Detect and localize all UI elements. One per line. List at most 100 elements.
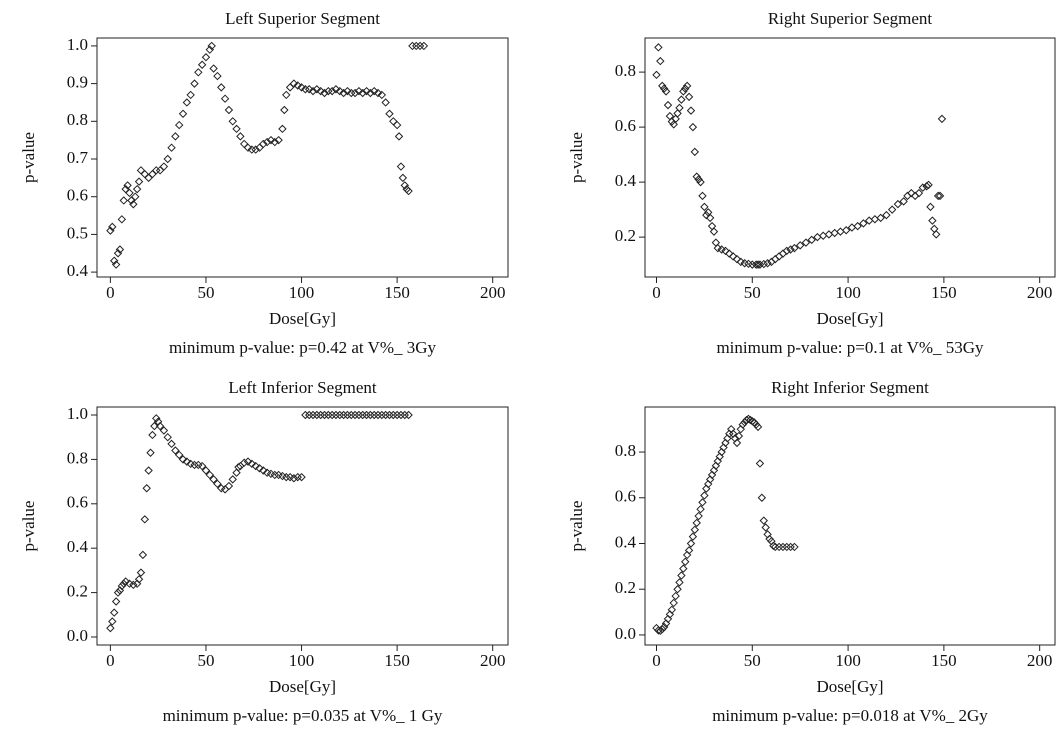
point — [658, 81, 667, 91]
point — [335, 86, 344, 96]
point — [129, 200, 138, 209]
caption: minimum p-value: p=0.035 at V%_ 1 Gy — [163, 706, 443, 725]
point — [289, 79, 299, 88]
point — [163, 432, 172, 442]
point — [163, 154, 172, 164]
point — [702, 210, 711, 220]
chart-title: Left Inferior Segment — [228, 378, 376, 397]
point — [652, 70, 661, 80]
point — [412, 41, 421, 51]
point — [205, 470, 214, 480]
x-tick-label: 0 — [652, 283, 661, 302]
point — [786, 245, 795, 254]
point — [728, 252, 738, 261]
point — [144, 466, 153, 475]
point — [373, 88, 383, 98]
point — [178, 455, 188, 464]
point — [119, 196, 128, 205]
point — [190, 79, 199, 88]
y-axis-label: p-value — [19, 132, 38, 183]
point — [320, 410, 329, 420]
point — [152, 166, 161, 175]
y-tick-label: 0.8 — [615, 441, 636, 460]
point — [327, 86, 337, 96]
y-tick-label: 0.2 — [615, 226, 636, 245]
point — [167, 143, 176, 152]
y-tick-label: 0.8 — [615, 61, 636, 80]
point — [312, 410, 322, 420]
point — [146, 448, 155, 457]
point — [686, 106, 696, 115]
point — [400, 181, 409, 190]
point — [129, 580, 138, 590]
point — [136, 166, 146, 175]
point — [922, 182, 931, 191]
point — [282, 472, 291, 482]
point — [937, 114, 947, 124]
chart-title: Left Superior Segment — [225, 9, 380, 28]
point — [119, 579, 128, 588]
point — [350, 410, 360, 420]
point — [774, 542, 784, 552]
point — [763, 259, 772, 268]
point — [786, 542, 795, 552]
point — [239, 139, 249, 149]
point — [669, 120, 678, 129]
point — [331, 410, 341, 420]
point — [698, 498, 707, 507]
y-tick-label: 0.4 — [67, 261, 89, 280]
point — [289, 474, 299, 483]
point — [669, 598, 678, 608]
point — [247, 459, 257, 469]
point — [182, 457, 192, 466]
x-tick-label: 0 — [652, 651, 661, 670]
caption: minimum p-value: p=0.018 at V%_ 2Gy — [712, 706, 988, 725]
y-tick-label: 0.2 — [67, 582, 88, 601]
x-tick-label: 0 — [106, 651, 115, 670]
point — [232, 468, 241, 477]
point — [696, 177, 705, 187]
y-tick-label: 1.0 — [67, 35, 88, 54]
x-tick-label: 50 — [197, 283, 214, 302]
point — [220, 94, 230, 103]
point — [381, 98, 390, 107]
point — [234, 462, 243, 472]
y-tick-label: 0.8 — [67, 110, 88, 129]
point — [717, 245, 726, 254]
point — [381, 410, 390, 420]
x-tick-label: 150 — [931, 283, 957, 302]
point — [132, 184, 142, 194]
point — [236, 132, 245, 141]
point — [385, 410, 394, 420]
point — [893, 199, 903, 209]
point — [243, 143, 253, 152]
y-tick-label: 0.7 — [67, 148, 89, 167]
point — [148, 430, 157, 440]
x-tick-label: 100 — [835, 651, 861, 670]
point — [213, 479, 222, 489]
point — [918, 183, 928, 192]
point — [278, 124, 287, 134]
point — [301, 85, 310, 94]
plot-frame — [644, 37, 1056, 278]
y-tick-label: 0.2 — [615, 578, 636, 597]
point — [688, 532, 698, 541]
point — [358, 410, 367, 420]
point — [343, 86, 352, 96]
point — [759, 516, 768, 525]
point — [293, 81, 302, 90]
point — [220, 485, 230, 494]
point — [907, 188, 916, 198]
point — [684, 92, 694, 102]
x-tick-label: 150 — [384, 283, 410, 302]
x-tick-label: 50 — [744, 283, 761, 302]
point — [148, 169, 157, 179]
point — [144, 173, 153, 183]
point — [853, 221, 862, 231]
point — [174, 450, 184, 460]
point — [217, 83, 226, 92]
point — [335, 410, 344, 420]
point — [876, 213, 885, 223]
y-tick-label: 0.4 — [615, 532, 637, 551]
point — [661, 87, 671, 96]
